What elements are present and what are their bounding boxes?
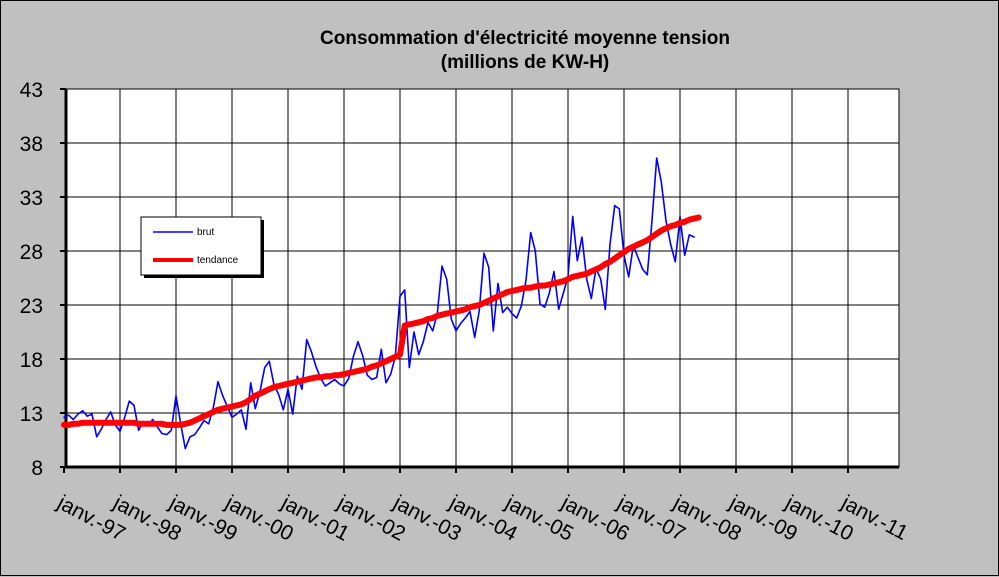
y-tick-label: 8 bbox=[31, 457, 43, 480]
y-tick-label: 28 bbox=[20, 241, 43, 264]
y-tick-label: 13 bbox=[20, 403, 43, 426]
legend-label-tendance: tendance bbox=[197, 255, 239, 266]
y-tick-label: 38 bbox=[20, 133, 43, 156]
legend: brut tendance bbox=[140, 216, 264, 278]
legend-shadow-bottom bbox=[144, 275, 264, 278]
legend-box bbox=[140, 216, 262, 276]
legend-shadow-right bbox=[261, 220, 264, 278]
series-line-tendance bbox=[61, 214, 702, 428]
series-layer bbox=[61, 157, 702, 450]
chart-title: Consommation d'électricité moyenne tensi… bbox=[320, 28, 730, 49]
chart-subtitle: (millions de KW-H) bbox=[441, 52, 610, 73]
y-tick-label: 33 bbox=[20, 187, 43, 210]
y-tick-label: 43 bbox=[20, 79, 43, 102]
legend-label-brut: brut bbox=[197, 227, 214, 238]
y-tick-label: 18 bbox=[20, 349, 43, 372]
y-tick-label: 23 bbox=[20, 295, 43, 318]
